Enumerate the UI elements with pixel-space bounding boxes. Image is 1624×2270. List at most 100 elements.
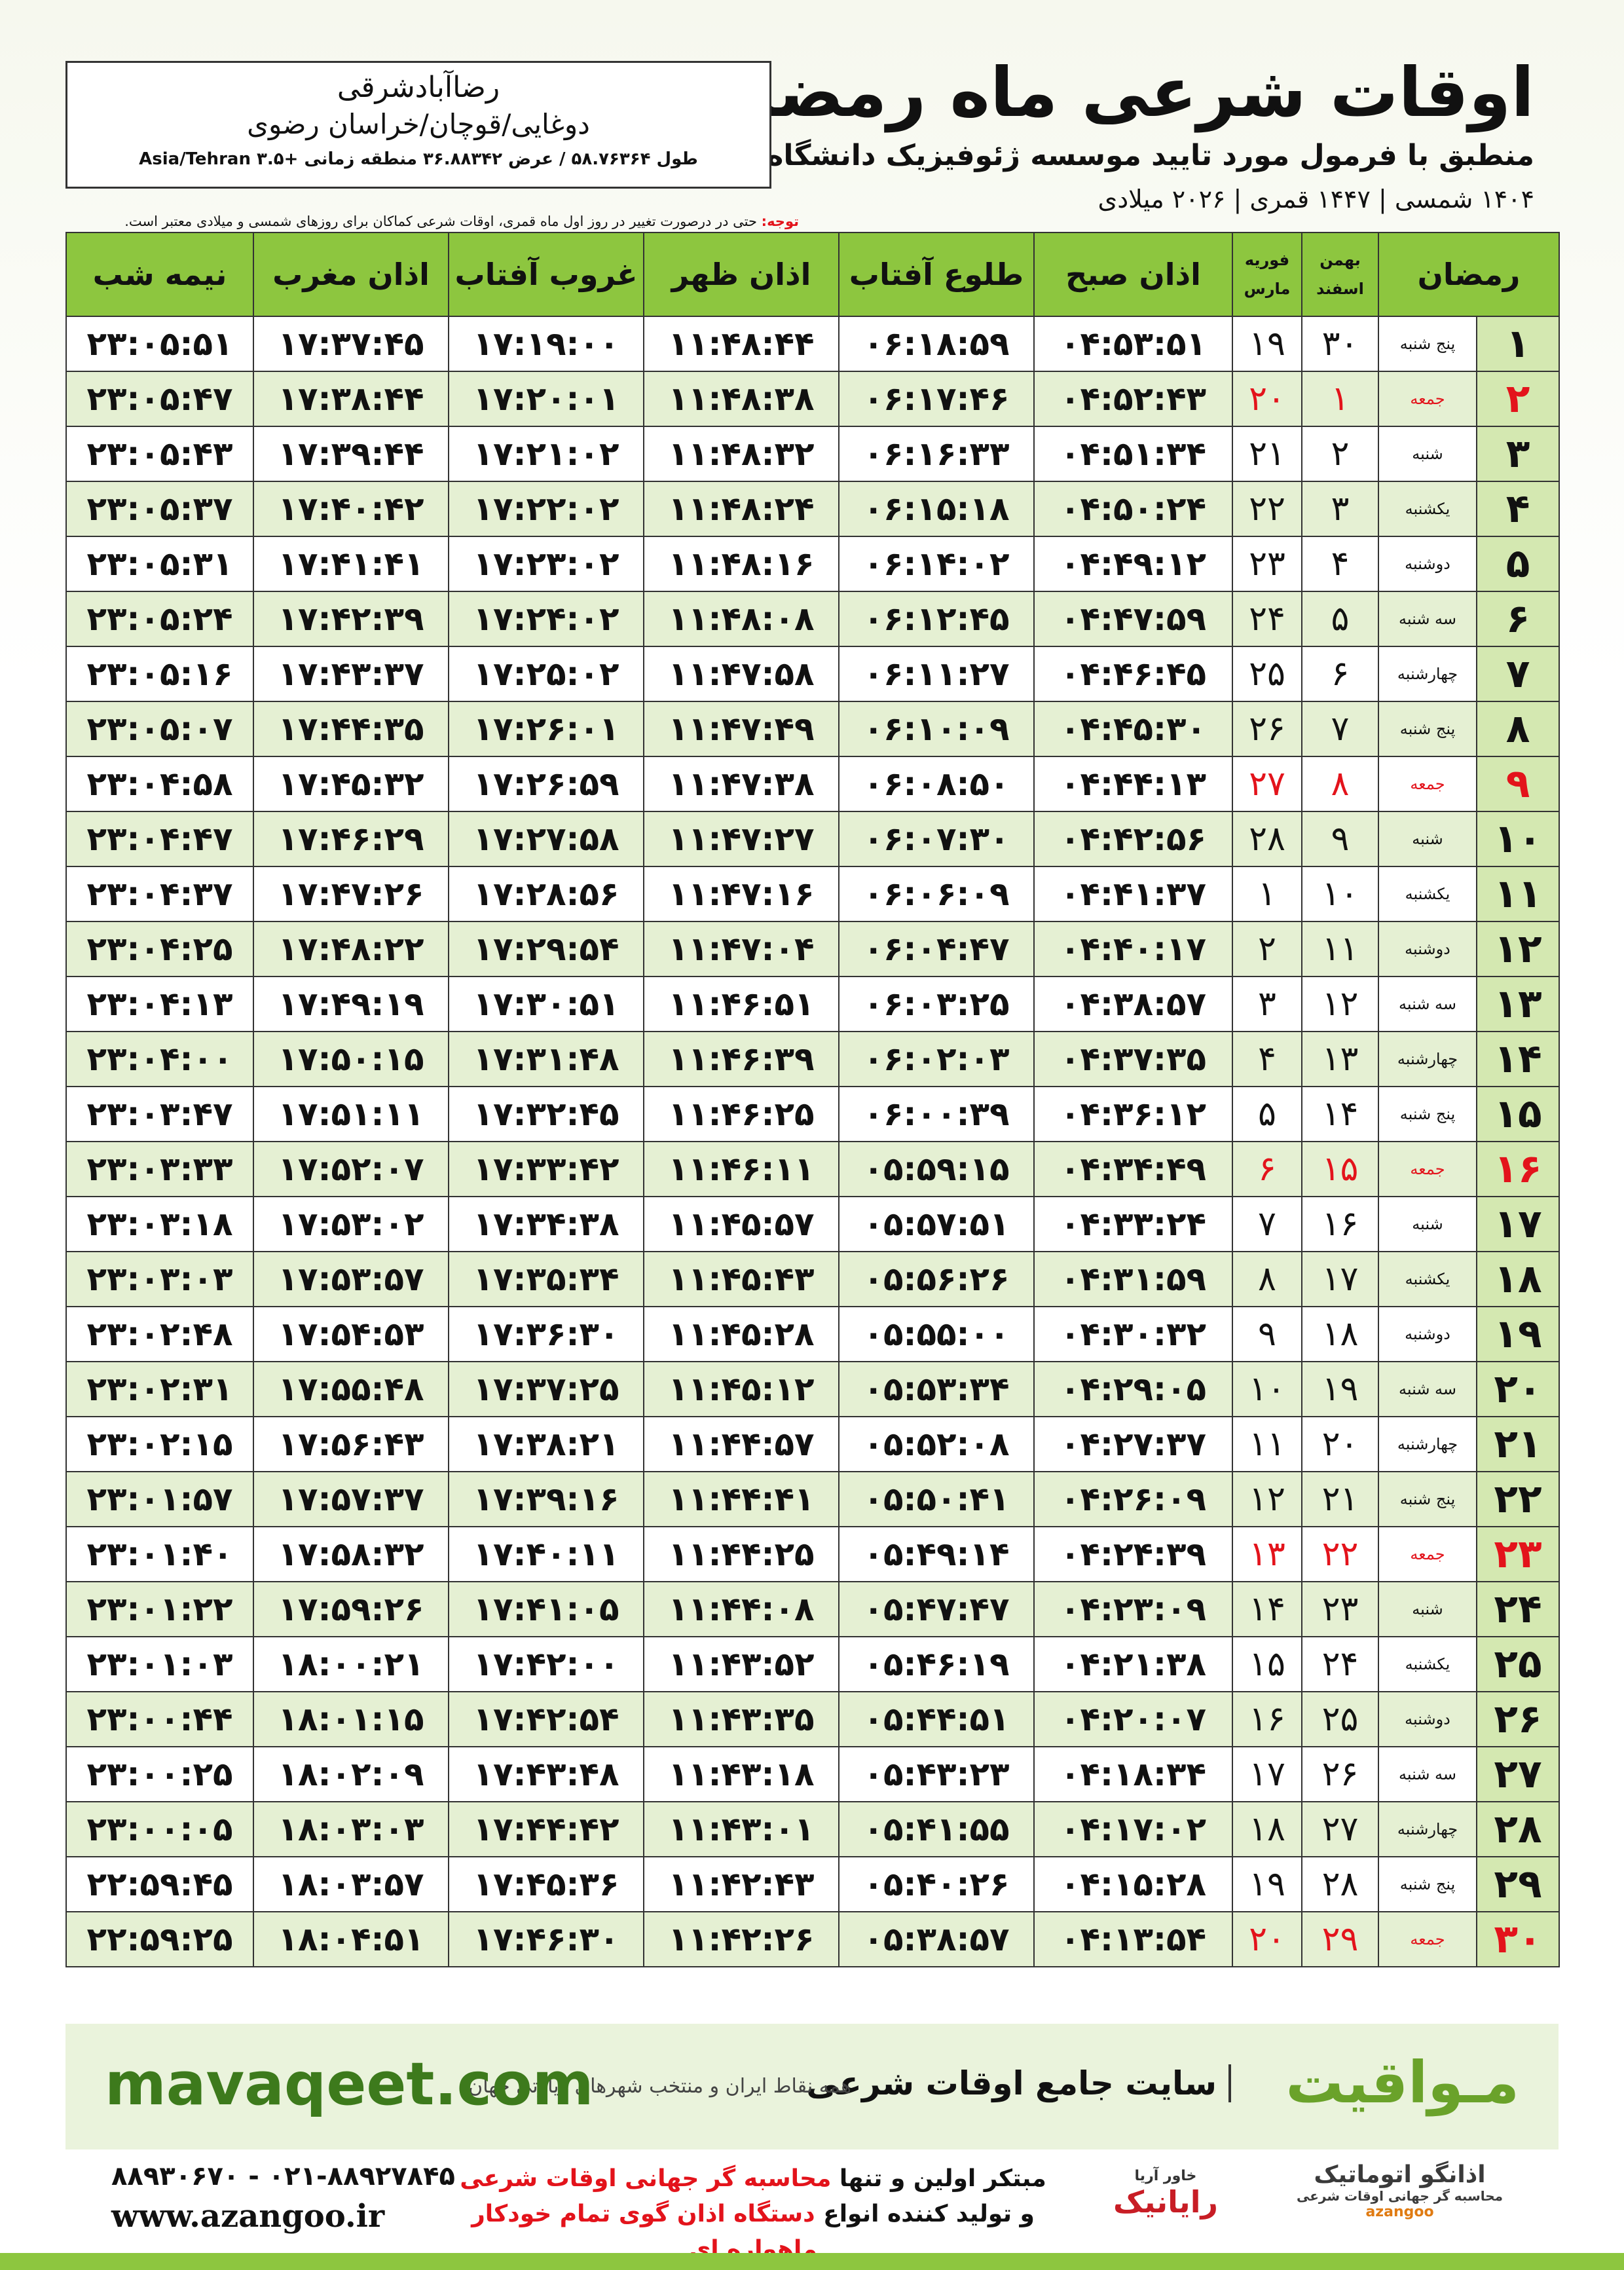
miladi-day: ۹ (1232, 1306, 1302, 1362)
time: ۱۱:۴۳:۳۵ (643, 1691, 840, 1747)
time: ۰۴:۳۶:۱۲ (1033, 1086, 1233, 1142)
time: ۰۵:۴۱:۵۵ (838, 1801, 1035, 1857)
ramadan-day: ۱۷ (1476, 1196, 1560, 1252)
ramadan-day: ۸ (1476, 701, 1560, 757)
weekday: چهارشنبه (1377, 1416, 1478, 1472)
miladi-day: ۲۲ (1232, 481, 1302, 537)
note-label: توجه: (761, 214, 799, 229)
tagline-line: و تولید کننده انواع دستگاه اذان گوی تمام… (458, 2197, 1048, 2267)
ramadan-day: ۲۰ (1476, 1361, 1560, 1417)
time: ۱۷:۴۱:۰۵ (448, 1581, 644, 1637)
ramadan-day: ۲ (1476, 371, 1560, 427)
table-row: ۱۴ چهارشنبه ۱۳ ۴ ۰۴:۳۷:۳۵ ۰۶:۰۲:۰۳ ۱۱:۴۶:۳۹ ۱۷:… (65, 1031, 1560, 1087)
time: ۰۴:۵۲:۴۳ (1033, 371, 1233, 427)
time: ۱۷:۴۰:۴۲ (253, 481, 449, 537)
weekday: چهارشنبه (1377, 1801, 1478, 1857)
time: ۰۴:۴۴:۱۳ (1033, 756, 1233, 812)
time: ۰۴:۲۷:۳۷ (1033, 1416, 1233, 1472)
weekday: پنج شنبه (1377, 316, 1478, 372)
time: ۱۸:۰۳:۵۷ (253, 1856, 449, 1912)
time: ۱۷:۴۱:۴۱ (253, 536, 449, 592)
table-row: ۳۰ جمعه ۲۹ ۲۰ ۰۴:۱۳:۵۴ ۰۵:۳۸:۵۷ ۱۱:۴۲:۲۶ ۱۷:۴۶:… (65, 1911, 1560, 1967)
time: ۰۶:۱۴:۰۲ (838, 536, 1035, 592)
time: ۲۳:۰۵:۱۶ (65, 646, 254, 702)
note: توجه: حتی در درصورت تغییر در روز اول ماه… (65, 214, 799, 229)
weekday: سه شنبه (1377, 976, 1478, 1032)
brand: مـواقیت (1285, 2049, 1519, 2116)
miladi-day: ۱۲ (1232, 1471, 1302, 1527)
shamsi-day: ۲۸ (1301, 1856, 1379, 1912)
time: ۲۳:۰۵:۵۱ (65, 316, 254, 372)
time: ۱۷:۲۰:۰۱ (448, 371, 644, 427)
ramadan-day: ۱۴ (1476, 1031, 1560, 1087)
miladi-day: ۱۳ (1232, 1526, 1302, 1582)
shamsi-day: ۲۳ (1301, 1581, 1379, 1637)
time: ۰۴:۴۶:۴۵ (1033, 646, 1233, 702)
location-coords: طول ۵۸.۷۶۳۶۴ / عرض ۳۶.۸۸۳۴۲ منطقه زمانی … (139, 149, 698, 169)
shamsi-day: ۱۷ (1301, 1251, 1379, 1307)
site-url[interactable]: mavaqeet.com (105, 2050, 594, 2119)
table-row: ۱۰ شنبه ۹ ۲۸ ۰۴:۴۲:۵۶ ۰۶:۰۷:۳۰ ۱۱:۴۷:۲۷ ۱۷:۲۷:۵… (65, 811, 1560, 867)
time: ۱۷:۴۳:۴۸ (448, 1746, 644, 1802)
table-row: ۱۳ سه شنبه ۱۲ ۳ ۰۴:۳۸:۵۷ ۰۶:۰۳:۲۵ ۱۱:۴۶:۵۱ ۱۷:۳… (65, 976, 1560, 1032)
shamsi-day: ۲۴ (1301, 1636, 1379, 1692)
miladi-day: ۱۷ (1232, 1746, 1302, 1802)
header-cell: فوریه مارس (1232, 232, 1302, 317)
time: ۱۷:۴۵:۳۶ (448, 1856, 644, 1912)
time: ۱۱:۴۴:۵۷ (643, 1416, 840, 1472)
ramadan-day: ۵ (1476, 536, 1560, 592)
time: ۱۷:۲۶:۰۱ (448, 701, 644, 757)
time: ۱۱:۴۵:۵۷ (643, 1196, 840, 1252)
time: ۱۱:۴۸:۴۴ (643, 316, 840, 372)
table-row: ۸ پنج شنبه ۷ ۲۶ ۰۴:۴۵:۳۰ ۰۶:۱۰:۰۹ ۱۱:۴۷:۴۹ ۱۷:۲… (65, 701, 1560, 757)
weekday: شنبه (1377, 1581, 1478, 1637)
time: ۱۸:۰۰:۲۱ (253, 1636, 449, 1692)
miladi-day: ۸ (1232, 1251, 1302, 1307)
header-cell: اذان مغرب (253, 232, 449, 317)
time: ۱۱:۴۳:۰۱ (643, 1801, 840, 1857)
time: ۱۷:۴۴:۳۵ (253, 701, 449, 757)
web-url[interactable]: www.azangoo.ir (111, 2198, 385, 2235)
header-cell: اذان صبح (1033, 232, 1233, 317)
logo-sub: خاور آریا (1134, 2168, 1197, 2184)
time: ۰۴:۲۱:۳۸ (1033, 1636, 1233, 1692)
time: ۲۳:۰۴:۴۷ (65, 811, 254, 867)
scope: همه نقاط ایران و منتخب شهرهای زیارتی جها… (468, 2075, 851, 2098)
time: ۲۳:۰۱:۵۷ (65, 1471, 254, 1527)
time: ۲۳:۰۴:۵۸ (65, 756, 254, 812)
miladi-day: ۲۷ (1232, 756, 1302, 812)
time: ۱۷:۴۶:۳۰ (448, 1911, 644, 1967)
table-row: ۲۸ چهارشنبه ۲۷ ۱۸ ۰۴:۱۷:۰۲ ۰۵:۴۱:۵۵ ۱۱:۴۳:۰۱ ۱۷… (65, 1801, 1560, 1857)
ramadan-day: ۷ (1476, 646, 1560, 702)
time: ۱۷:۳۸:۴۴ (253, 371, 449, 427)
header-text: مارس (1244, 280, 1291, 298)
time: ۱۷:۲۳:۰۲ (448, 536, 644, 592)
weekday: یکشنبه (1377, 866, 1478, 922)
weekday: جمعه (1377, 756, 1478, 812)
time: ۰۴:۳۴:۴۹ (1033, 1141, 1233, 1197)
ramadan-day: ۱۱ (1476, 866, 1560, 922)
time: ۱۱:۴۸:۱۶ (643, 536, 840, 592)
time: ۱۷:۵۰:۱۵ (253, 1031, 449, 1087)
tagline-line: مبتکر اولین و تنها محاسبه گر جهانی اوقات… (458, 2161, 1048, 2197)
table-row: ۲۹ پنج شنبه ۲۸ ۱۹ ۰۴:۱۵:۲۸ ۰۵:۴۰:۲۶ ۱۱:۴۲:۴۳ ۱۷… (65, 1856, 1560, 1912)
time: ۱۷:۴۵:۳۲ (253, 756, 449, 812)
time: ۱۷:۳۳:۴۲ (448, 1141, 644, 1197)
miladi-day: ۶ (1232, 1141, 1302, 1197)
table-row: ۲ جمعه ۱ ۲۰ ۰۴:۵۲:۴۳ ۰۶:۱۷:۴۶ ۱۱:۴۸:۳۸ ۱۷:۲۰:۰۱… (65, 371, 1560, 427)
time: ۲۳:۰۲:۱۵ (65, 1416, 254, 1472)
shamsi-day: ۲۶ (1301, 1746, 1379, 1802)
ramadan-day: ۲۷ (1476, 1746, 1560, 1802)
miladi-day: ۲۸ (1232, 811, 1302, 867)
time: ۱۱:۴۶:۳۹ (643, 1031, 840, 1087)
ramadan-day: ۲۱ (1476, 1416, 1560, 1472)
note-text: حتی در درصورت تغییر در روز اول ماه قمری،… (124, 214, 757, 229)
time: ۰۴:۲۶:۰۹ (1033, 1471, 1233, 1527)
time: ۱۸:۰۲:۰۹ (253, 1746, 449, 1802)
time: ۱۱:۴۷:۳۸ (643, 756, 840, 812)
miladi-day: ۴ (1232, 1031, 1302, 1087)
weekday: پنج شنبه (1377, 1471, 1478, 1527)
time: ۱۷:۳۰:۵۱ (448, 976, 644, 1032)
table-row: ۲۷ سه شنبه ۲۶ ۱۷ ۰۴:۱۸:۳۴ ۰۵:۴۳:۲۳ ۱۱:۴۳:۱۸ ۱۷:… (65, 1746, 1560, 1802)
shamsi-day: ۱۹ (1301, 1361, 1379, 1417)
